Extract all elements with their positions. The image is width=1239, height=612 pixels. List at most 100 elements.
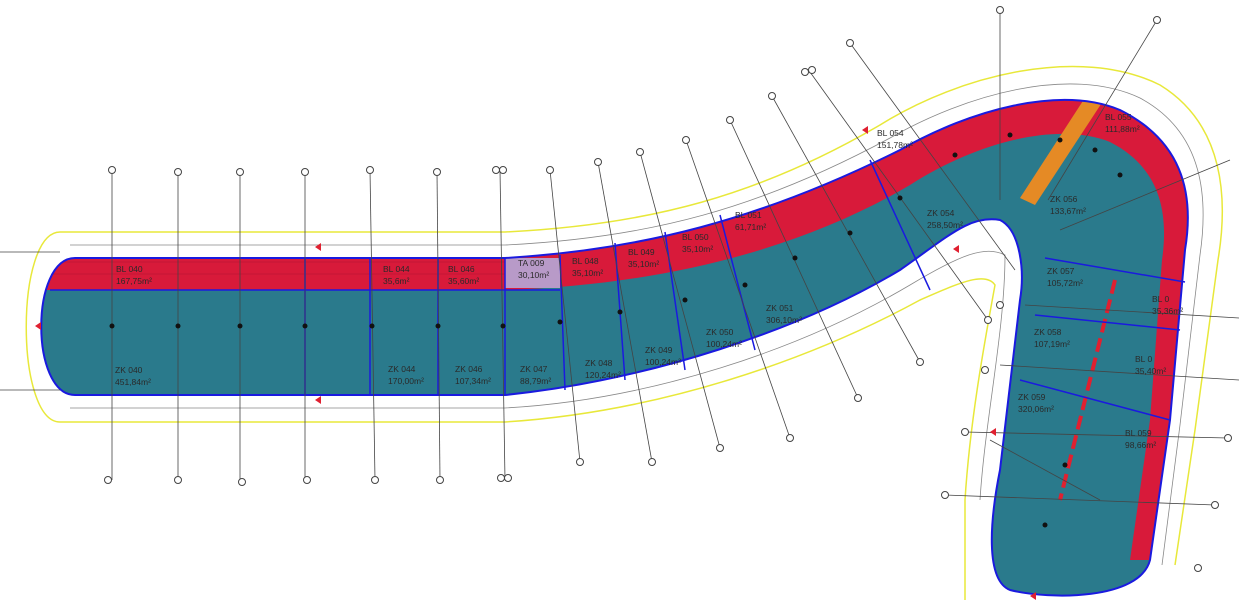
label-bl055-area: 111,88m² [1105,124,1140,134]
label-zk054-area: 258,50m² [927,220,963,230]
red-markers [35,126,1036,600]
svg-text:ZK 044: ZK 044 [388,364,416,374]
label-zk046-id: ZK 046 [455,364,483,374]
svg-text:35,40m²: 35,40m² [1135,366,1166,376]
label-zk044-id: ZK 044 [388,364,416,374]
svg-text:107,34m²: 107,34m² [455,376,491,386]
svg-text:100,24m²: 100,24m² [645,357,681,367]
svg-text:ZK 057: ZK 057 [1047,266,1075,276]
svg-text:ZK 046: ZK 046 [455,364,483,374]
svg-text:BL 048: BL 048 [572,256,599,266]
svg-text:30,10m²: 30,10m² [518,270,549,280]
label-bl054-id: BL 054 [877,128,904,138]
svg-text:ZK 059: ZK 059 [1018,392,1046,402]
svg-text:BL 0: BL 0 [1135,354,1152,364]
label-bl048-area: 35,10m² [572,268,603,278]
label-bl049-id: BL 049 [628,247,655,257]
svg-text:ZK 050: ZK 050 [706,327,734,337]
svg-text:306,10m²: 306,10m² [766,315,802,325]
svg-text:ZK 058: ZK 058 [1034,327,1062,337]
label-zk046-area: 107,34m² [455,376,491,386]
svg-text:167,75m²: 167,75m² [116,276,152,286]
label-zk044-area: 170,00m² [388,376,424,386]
svg-text:ZK 040: ZK 040 [115,365,143,375]
label-zk051-area: 306,10m² [766,315,802,325]
label-zk048-area: 120,24m² [585,370,621,380]
label-bl051-area: 61,71m² [735,222,766,232]
column-dots [109,132,1123,528]
svg-text:ZK 051: ZK 051 [766,303,794,313]
svg-text:BL 051: BL 051 [735,210,762,220]
label-zk049-id: ZK 049 [645,345,673,355]
svg-text:BL 040: BL 040 [116,264,143,274]
svg-text:BL 049: BL 049 [628,247,655,257]
label-bl040-area: 167,75m² [116,276,152,286]
svg-text:133,67m²: 133,67m² [1050,206,1086,216]
label-zk054-id: ZK 054 [927,208,955,218]
label-bl059-id: BL 059 [1125,428,1152,438]
svg-text:100,24m²: 100,24m² [706,339,742,349]
label-bl046-area: 35,60m² [448,276,479,286]
svg-text:BL 055: BL 055 [1105,112,1132,122]
unit-labels: BL 040 167,75m² BL 044 35,6m² BL 046 35,… [115,112,1183,450]
label-zk051-id: ZK 051 [766,303,794,313]
label-zk050-id: ZK 050 [706,327,734,337]
label-bl040-id: BL 040 [116,264,143,274]
label-bl050-area: 35,10m² [682,244,713,254]
label-bl0b-area: 35,40m² [1135,366,1166,376]
svg-text:35,10m²: 35,10m² [682,244,713,254]
label-bl049-area: 35,10m² [628,259,659,269]
svg-text:35,10m²: 35,10m² [628,259,659,269]
label-zk049-area: 100,24m² [645,357,681,367]
label-bl048-id: BL 048 [572,256,599,266]
label-bl044-area: 35,6m² [383,276,410,286]
label-zk059-id: ZK 059 [1018,392,1046,402]
label-bl050-id: BL 050 [682,232,709,242]
label-zk047-area: 88,79m² [520,376,551,386]
svg-text:320,06m²: 320,06m² [1018,404,1054,414]
label-bl055-id: BL 055 [1105,112,1132,122]
svg-text:151,78m²: 151,78m² [877,140,913,150]
svg-text:88,79m²: 88,79m² [520,376,551,386]
svg-text:BL 050: BL 050 [682,232,709,242]
label-zk040-id: ZK 040 [115,365,143,375]
label-bl059-area: 98,66m² [1125,440,1156,450]
svg-text:BL 054: BL 054 [877,128,904,138]
yellow-guide-lines [25,65,1224,600]
label-ta009-area: 30,10m² [518,270,549,280]
label-bl044-id: BL 044 [383,264,410,274]
label-bl0a-area: 35,36m² [1152,306,1183,316]
svg-text:258,50m²: 258,50m² [927,220,963,230]
svg-text:451,84m²: 451,84m² [115,377,151,387]
label-zk040-area: 451,84m² [115,377,151,387]
label-bl0a-id: BL 0 [1152,294,1169,304]
svg-text:BL 046: BL 046 [448,264,475,274]
label-zk056-id: ZK 056 [1050,194,1078,204]
svg-text:120,24m²: 120,24m² [585,370,621,380]
svg-text:170,00m²: 170,00m² [388,376,424,386]
svg-text:ZK 049: ZK 049 [645,345,673,355]
label-zk058-area: 107,19m² [1034,339,1070,349]
svg-text:ZK 056: ZK 056 [1050,194,1078,204]
label-bl054-area: 151,78m² [877,140,913,150]
svg-text:BL 059: BL 059 [1125,428,1152,438]
svg-text:BL 044: BL 044 [383,264,410,274]
svg-text:ZK 048: ZK 048 [585,358,613,368]
label-zk056-area: 133,67m² [1050,206,1086,216]
grid-markers [104,6,1232,572]
label-bl0b-id: BL 0 [1135,354,1152,364]
svg-text:TA 009: TA 009 [518,258,545,268]
svg-text:35,6m²: 35,6m² [383,276,410,286]
svg-text:61,71m²: 61,71m² [735,222,766,232]
label-zk057-area: 105,72m² [1047,278,1083,288]
label-bl051-id: BL 051 [735,210,762,220]
svg-text:BL 0: BL 0 [1152,294,1169,304]
label-zk047-id: ZK 047 [520,364,548,374]
svg-text:107,19m²: 107,19m² [1034,339,1070,349]
svg-text:35,60m²: 35,60m² [448,276,479,286]
label-zk050-area: 100,24m² [706,339,742,349]
svg-text:98,66m²: 98,66m² [1125,440,1156,450]
label-ta009-id: TA 009 [518,258,545,268]
svg-text:35,10m²: 35,10m² [572,268,603,278]
